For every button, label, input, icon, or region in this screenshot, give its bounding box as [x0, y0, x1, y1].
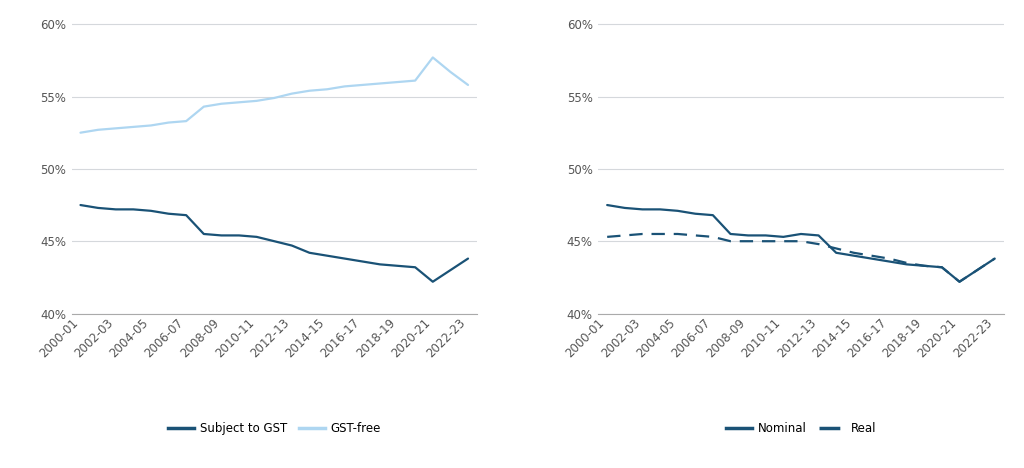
Legend: Subject to GST, GST-free: Subject to GST, GST-free	[163, 417, 386, 439]
Legend: Nominal, Real: Nominal, Real	[721, 417, 881, 439]
